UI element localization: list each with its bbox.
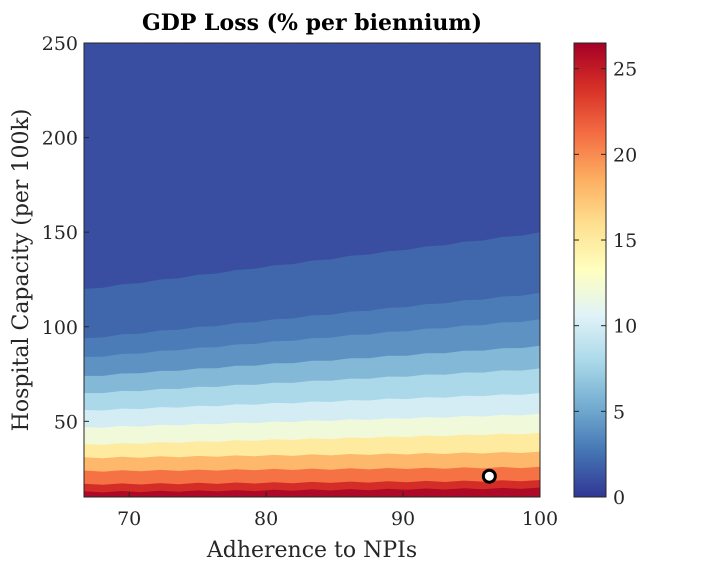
colorbar-tick-label: 10 (613, 316, 637, 338)
y-tick-label: 150 (42, 222, 78, 244)
heatmap-band-26 (84, 487, 540, 497)
colorbar-frame (573, 42, 607, 498)
colorbar-tick-label: 20 (613, 144, 637, 166)
colorbar-tick-label: 25 (613, 59, 637, 81)
x-axis: 70 80 90 100 (117, 492, 558, 530)
y-tick-label: 50 (54, 411, 78, 433)
x-tick-label: 90 (391, 508, 415, 530)
colorbar-tick-label: 5 (613, 401, 625, 423)
y-axis: 50 100 150 200 250 (42, 33, 89, 433)
colorbar-tick-label: 0 (613, 487, 625, 509)
operating-point-marker (481, 468, 497, 484)
colorbar-gradient (574, 43, 606, 497)
x-tick-label: 100 (522, 508, 558, 530)
colorbar-tick-label: 15 (613, 230, 637, 252)
plot-frame (83, 42, 541, 498)
x-tick-label: 80 (254, 508, 278, 530)
colorbar: 0 5 10 15 20 25 (573, 42, 637, 509)
y-tick-label: 100 (42, 317, 78, 339)
y-axis-label: Hospital Capacity (per 100k) (9, 109, 34, 432)
y-tick-label: 250 (42, 33, 78, 55)
heatmap-plot-area (83, 42, 541, 498)
y-tick-label: 200 (42, 128, 78, 150)
x-axis-label: Adherence to NPIs (206, 538, 417, 563)
x-tick-label: 70 (117, 508, 141, 530)
chart-title: GDP Loss (% per biennium) (142, 10, 482, 36)
